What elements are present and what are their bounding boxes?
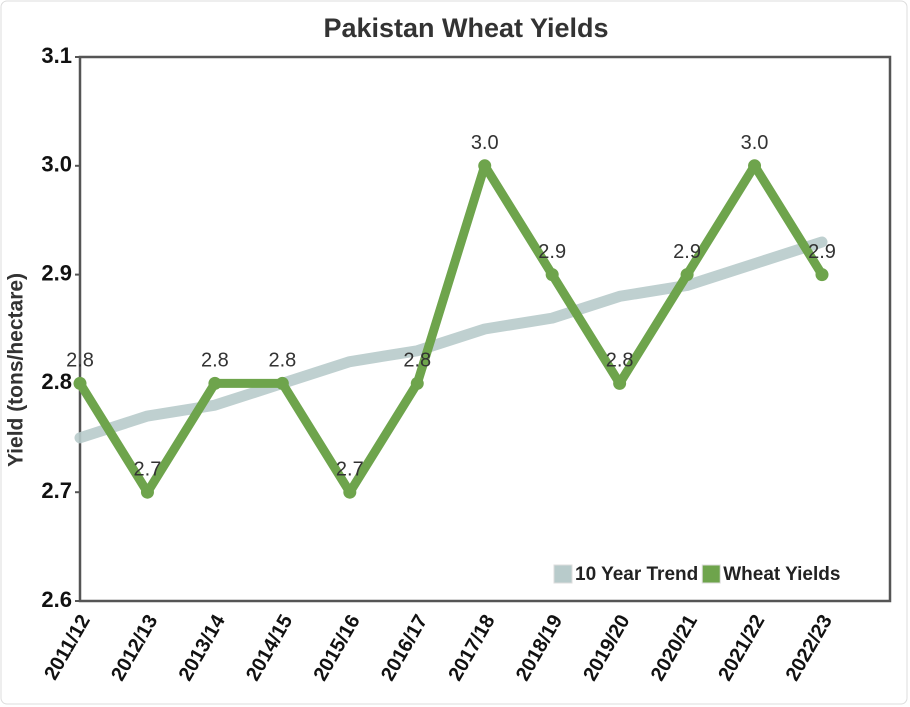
data-label: 2.8 [66, 350, 94, 372]
y-tick-label: 2.7 [41, 478, 72, 503]
data-point [545, 268, 559, 282]
legend-swatch [701, 564, 721, 584]
data-label: 3.0 [471, 132, 499, 154]
data-point [73, 376, 87, 390]
data-point [343, 485, 357, 499]
data-label: 2.8 [403, 350, 431, 372]
data-label: 2.7 [134, 458, 162, 480]
legend-label: 10 Year Trend [575, 564, 698, 585]
data-label: 2.9 [808, 241, 836, 263]
data-point [748, 159, 762, 173]
data-point [410, 376, 424, 390]
data-point [275, 376, 289, 390]
data-point [680, 268, 694, 282]
data-label: 2.9 [538, 241, 566, 263]
y-tick-label: 2.8 [41, 369, 72, 394]
y-tick-label: 2.9 [41, 260, 72, 285]
data-point [208, 376, 222, 390]
y-tick-label: 3.0 [41, 152, 72, 177]
data-point [140, 485, 154, 499]
data-label: 2.9 [673, 241, 701, 263]
legend-swatch [553, 564, 573, 584]
data-point [613, 376, 627, 390]
data-label: 3.0 [741, 132, 769, 154]
legend-label: Wheat Yields [723, 564, 840, 585]
data-label: 2.8 [268, 350, 296, 372]
chart-title: Pakistan Wheat Yields [323, 13, 608, 43]
data-point [815, 268, 829, 282]
data-label: 2.8 [606, 350, 634, 372]
y-tick-label: 3.1 [41, 43, 72, 68]
y-axis-label: Yield (tons/hectare) [5, 273, 28, 467]
data-line [75, 161, 827, 497]
data-point [478, 159, 492, 173]
plot-frame [78, 55, 892, 603]
data-label: 2.8 [201, 350, 229, 372]
data-label: 2.7 [336, 458, 364, 480]
y-tick-label: 2.6 [41, 587, 72, 612]
